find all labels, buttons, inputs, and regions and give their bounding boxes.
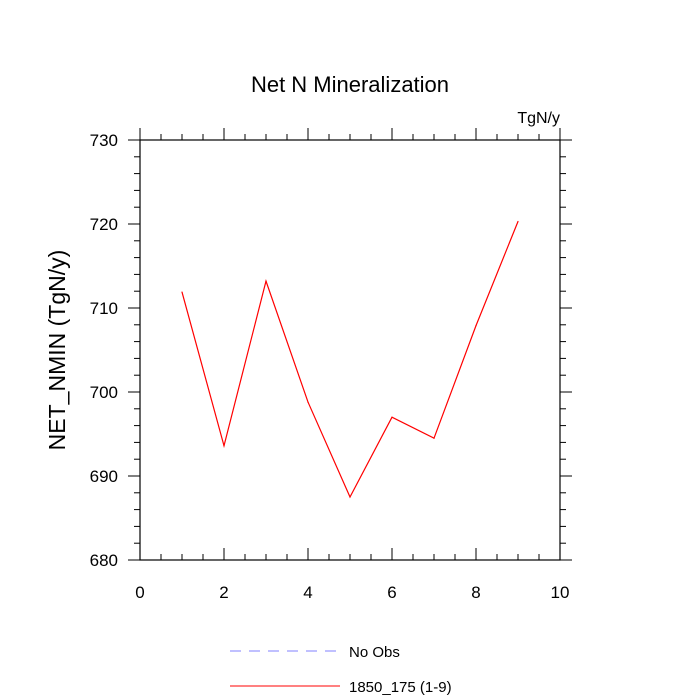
data-point — [517, 220, 519, 223]
data-point — [433, 437, 435, 439]
series-line-1 — [181, 221, 519, 499]
x-tick-label: 0 — [135, 583, 144, 602]
y-tick-label: 690 — [90, 467, 118, 486]
y-tick-label: 720 — [90, 215, 118, 234]
y-axis-ticks: 680 690 700 710 720 730 — [90, 131, 572, 570]
data-point — [223, 445, 225, 447]
series-layer — [181, 220, 519, 499]
data-point — [349, 496, 351, 498]
x-tick-label: 4 — [303, 583, 312, 602]
y-tick-label: 680 — [90, 551, 118, 570]
chart-title: Net N Mineralization — [251, 72, 449, 97]
data-point — [181, 291, 183, 293]
y-tick-label: 710 — [90, 299, 118, 318]
x-axis-ticks: 0 2 4 6 8 10 — [135, 128, 569, 602]
y-tick-label: 730 — [90, 131, 118, 150]
units-label: TgN/y — [517, 110, 560, 127]
y-axis-label: NET_NMIN (TgN/y) — [44, 250, 70, 451]
x-tick-label: 8 — [471, 583, 480, 602]
legend: No Obs 1850_175 (1-9) — [230, 644, 452, 696]
x-tick-label: 2 — [219, 583, 228, 602]
data-point — [391, 416, 393, 418]
y-tick-label: 700 — [90, 383, 118, 402]
data-point — [265, 280, 267, 282]
legend-label-0: No Obs — [349, 644, 400, 661]
x-tick-label: 6 — [387, 583, 396, 602]
data-point — [475, 325, 477, 327]
legend-label-1: 1850_175 (1-9) — [349, 679, 452, 696]
x-tick-label: 10 — [551, 583, 570, 602]
data-point — [307, 401, 309, 403]
